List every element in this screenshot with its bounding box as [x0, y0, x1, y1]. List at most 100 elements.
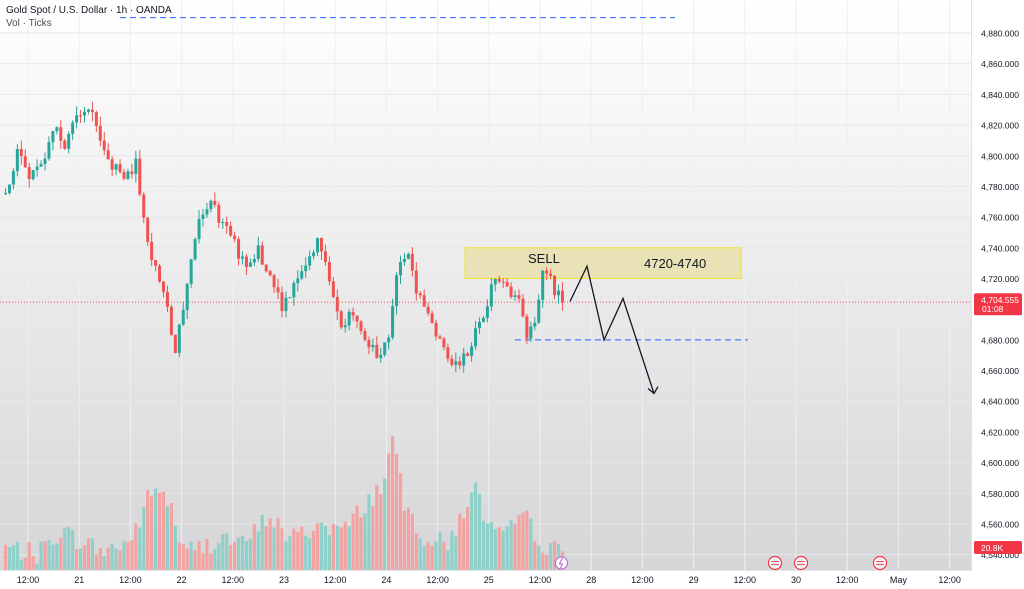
price-tick-label: 4,620.000 — [981, 427, 1019, 437]
candle-body — [4, 193, 7, 195]
volume-tag — [974, 541, 1022, 554]
candle-body — [31, 170, 35, 179]
candle-body — [379, 354, 383, 358]
volume-bar — [248, 539, 252, 570]
candle-body — [549, 273, 553, 276]
candle-body — [501, 281, 505, 283]
candle-body — [320, 237, 323, 252]
candle-body — [241, 256, 244, 259]
candle-body — [355, 315, 359, 322]
candle-body — [225, 222, 229, 226]
volume-bar — [142, 507, 146, 570]
price-tick-label: 4,880.000 — [981, 29, 1019, 39]
volume-bar — [55, 543, 59, 570]
volume-bar — [193, 549, 197, 570]
volume-bar — [256, 531, 260, 570]
volume-bar — [78, 548, 83, 570]
volume-bar — [27, 542, 31, 570]
candle-body — [19, 149, 23, 157]
volume-bar — [552, 540, 557, 570]
us-flag-icon-inner — [771, 559, 779, 567]
volume-bar — [7, 547, 12, 570]
volume-bar — [513, 523, 517, 570]
volume-bar — [466, 506, 470, 570]
candle-body — [264, 264, 268, 272]
time-tick-label: 30 — [791, 575, 801, 585]
candle-body — [517, 295, 521, 299]
candle-body — [142, 194, 146, 218]
candle-body — [252, 258, 256, 263]
candle-body — [304, 265, 308, 272]
volume-bar — [90, 538, 94, 570]
candle-body — [23, 156, 27, 168]
volume-bar — [233, 541, 237, 570]
volume-bar — [533, 541, 537, 570]
candle-body — [272, 275, 276, 288]
candle-body — [489, 284, 493, 307]
volume-bar — [375, 484, 379, 570]
candle-body — [553, 275, 557, 296]
time-tick-label: 12:00 — [324, 575, 347, 585]
candle-body — [327, 261, 331, 282]
time-tick-label: 28 — [586, 575, 596, 585]
symbol-title[interactable]: Gold Spot / U.S. Dollar · 1h · OANDA — [6, 5, 172, 16]
candle-body — [359, 321, 363, 331]
candle-body — [165, 291, 169, 307]
volume-bar — [517, 515, 521, 570]
price-tick-label: 4,660.000 — [981, 366, 1019, 376]
candle-body — [446, 347, 450, 359]
price-tick-label: 4,600.000 — [981, 458, 1019, 468]
time-tick-label: 25 — [484, 575, 494, 585]
volume-bar — [154, 488, 158, 570]
candle-body — [410, 253, 414, 271]
candle-body — [525, 316, 529, 339]
volume-bar — [15, 541, 19, 570]
volume-bar — [383, 478, 387, 570]
volume-bar — [114, 548, 118, 570]
price-tick-label: 4,800.000 — [981, 151, 1019, 161]
candle-body — [260, 245, 264, 265]
candle-body — [509, 286, 513, 298]
volume-bar — [150, 495, 154, 570]
candle-body — [280, 292, 284, 311]
volume-bar — [434, 541, 438, 570]
volume-legend[interactable]: Vol · Ticks — [6, 18, 52, 29]
price-tick-label: 4,740.000 — [981, 243, 1019, 253]
candle-body — [383, 342, 387, 355]
volume-bar — [280, 528, 284, 570]
candle-body — [351, 311, 355, 316]
volume-bar — [264, 526, 268, 570]
candle-body — [118, 164, 122, 173]
volume-bar — [537, 545, 541, 570]
volume-bar — [485, 523, 489, 570]
candle-body — [79, 115, 83, 117]
volume-bar — [75, 549, 79, 570]
candle-body — [110, 159, 114, 170]
candle-body — [339, 311, 343, 328]
candle-body — [426, 306, 430, 314]
volume-bar — [556, 543, 561, 570]
volume-bar — [442, 541, 446, 570]
volume-bar — [422, 545, 426, 570]
volume-bar — [134, 523, 138, 570]
candle-body — [406, 253, 410, 259]
volume-bar — [240, 535, 245, 570]
volume-bar — [59, 537, 63, 570]
volume-bar — [296, 531, 300, 570]
price-tick-label: 4,640.000 — [981, 397, 1019, 407]
volume-bar — [165, 506, 170, 570]
sell-label: SELL — [528, 251, 560, 266]
candle-body — [106, 150, 110, 160]
candle-body — [454, 361, 458, 365]
candle-body — [209, 200, 213, 210]
volume-bar — [367, 494, 371, 570]
candle-body — [63, 140, 67, 149]
projection-arrowhead — [647, 386, 659, 395]
volume-bar — [221, 534, 225, 570]
candle-body — [430, 313, 434, 323]
candle-body — [462, 353, 466, 366]
time-tick-label: 24 — [381, 575, 391, 585]
candle-body — [181, 309, 185, 325]
candle-body — [537, 299, 541, 323]
